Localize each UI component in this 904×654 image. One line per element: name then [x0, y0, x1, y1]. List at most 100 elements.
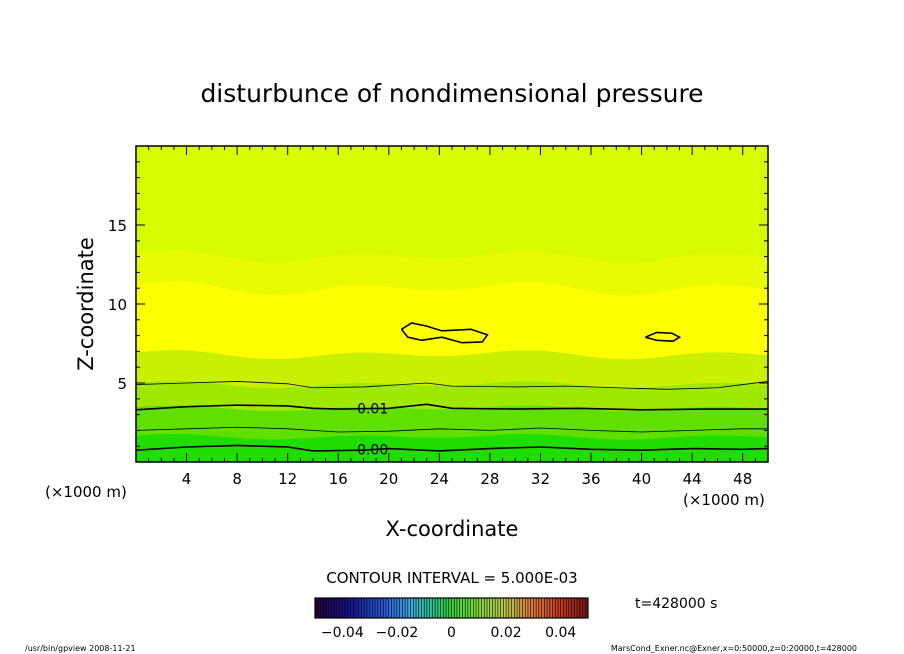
colorbar-swatch [563, 598, 567, 618]
colorbar-swatch [503, 598, 507, 618]
colorbar-swatch [459, 598, 463, 618]
colorbar-swatch [454, 598, 458, 618]
colorbar-swatch [560, 598, 564, 618]
y-axis-ticks: 5 10 15 [108, 145, 768, 463]
colorbar-swatch [347, 598, 351, 618]
x-tick-label: 48 [733, 470, 752, 488]
colorbar [314, 597, 589, 619]
colorbar-swatch [582, 598, 586, 618]
colorbar-swatch [432, 598, 436, 618]
colorbar-swatch [577, 598, 581, 618]
band-bottom [136, 433, 768, 462]
colorbar-swatch [396, 598, 400, 618]
x-tick-label: 12 [278, 470, 297, 488]
colorbar-swatch [508, 598, 512, 618]
colorbar-swatch [462, 598, 466, 618]
contour-line-0.00 [135, 444, 769, 452]
x-tick-label: 24 [430, 470, 449, 488]
colorbar-swatch [345, 598, 349, 618]
colorbar-swatch [451, 598, 455, 618]
colorbar-swatch [511, 598, 515, 618]
colorbar-swatch [465, 598, 469, 618]
colorbar-swatch [435, 598, 439, 618]
colorbar-swatch [391, 598, 395, 618]
colorbar-swatch [470, 598, 474, 618]
colorbar-swatch [369, 598, 373, 618]
colorbar-swatch [574, 598, 578, 618]
colorbar-swatch [405, 598, 409, 618]
colorbar-swatch [355, 598, 359, 618]
colorbar-swatch [380, 598, 384, 618]
colorbar-swatch [407, 598, 411, 618]
colorbar-swatch [388, 598, 392, 618]
colorbar-swatch [410, 598, 414, 618]
x-axis-ticks: 4 8 12 16 20 24 28 32 36 40 44 48 [135, 146, 769, 488]
colorbar-swatch [506, 598, 510, 618]
colorbar-swatch [342, 598, 346, 618]
contour-labels: 0.01 0.00 [357, 401, 388, 458]
colorbar-swatch [489, 598, 493, 618]
colorbar-swatch [339, 598, 343, 618]
colorbar-swatch [328, 598, 332, 618]
x-tick-label: 44 [683, 470, 702, 488]
colorbar-swatch [366, 598, 370, 618]
colorbar-swatch [331, 598, 335, 618]
y-axis-title: Z-coordinate [74, 237, 98, 371]
x-tick-label: 16 [329, 470, 348, 488]
colorbar-swatch [492, 598, 496, 618]
y-tick-label: 15 [108, 217, 127, 235]
colorbar-swatch [394, 598, 398, 618]
colorbar-swatch [495, 598, 499, 618]
colorbar-swatch [525, 598, 529, 618]
colorbar-swatch [538, 598, 542, 618]
colorbar-swatch [385, 598, 390, 618]
colorbar-swatch [547, 598, 551, 618]
contour-label: 0.00 [357, 442, 388, 458]
colorbar-swatch [336, 598, 340, 618]
colorbar-swatch [424, 598, 428, 618]
colorbar-swatch [353, 598, 357, 618]
x-tick-label: 8 [232, 470, 242, 488]
colorbar-swatch [446, 598, 450, 618]
colorbar-swatch [372, 598, 376, 618]
time-label: t=428000 s [635, 596, 717, 612]
colorbar-swatch [519, 598, 523, 618]
colorbar-swatch [552, 598, 556, 618]
y-unit-label: (×1000 m) [45, 483, 127, 501]
colorbar-swatch [361, 598, 365, 618]
contour-line-thin [135, 381, 769, 390]
colorbar-swatch [557, 598, 561, 618]
colorbar-swatch [533, 598, 537, 618]
colorbar-swatch [571, 598, 575, 618]
chart-title: disturbunce of nondimensional pressure [200, 79, 703, 108]
colorbar-swatch [375, 598, 379, 618]
x-tick-label: 36 [581, 470, 600, 488]
colorbar-swatch [530, 598, 534, 618]
colorbar-swatch [325, 598, 329, 618]
x-tick-label: 20 [379, 470, 398, 488]
colorbar-swatch [323, 598, 327, 618]
colorbar-swatch [437, 598, 441, 618]
colorbar-frame [314, 597, 589, 619]
colorbar-swatch [486, 598, 491, 618]
colorbar-swatch [399, 598, 403, 618]
contour-closed-2 [645, 331, 682, 342]
colorbar-swatch [478, 598, 482, 618]
colorbar-swatch [500, 598, 504, 618]
colorbar-tick-label: −0.04 [321, 625, 364, 641]
contour-interval-label: CONTOUR INTERVAL = 5.000E-03 [326, 569, 577, 587]
colorbar-swatch [497, 598, 501, 618]
colorbar-swatch [448, 598, 452, 618]
colorbar-swatch [456, 598, 460, 618]
contour-lines [135, 322, 769, 452]
x-axis-title: X-coordinate [386, 517, 519, 541]
x-tick-label: 40 [632, 470, 651, 488]
colorbar-swatch [517, 598, 521, 618]
colorbar-swatch [541, 598, 545, 618]
colorbar-swatch [358, 598, 362, 618]
colorbar-swatch [555, 598, 559, 618]
contour-label: 0.01 [357, 401, 388, 417]
colorbar-tick-label: 0.04 [545, 625, 576, 641]
colorbar-swatch [315, 598, 319, 618]
colorbar-swatch [443, 598, 447, 618]
